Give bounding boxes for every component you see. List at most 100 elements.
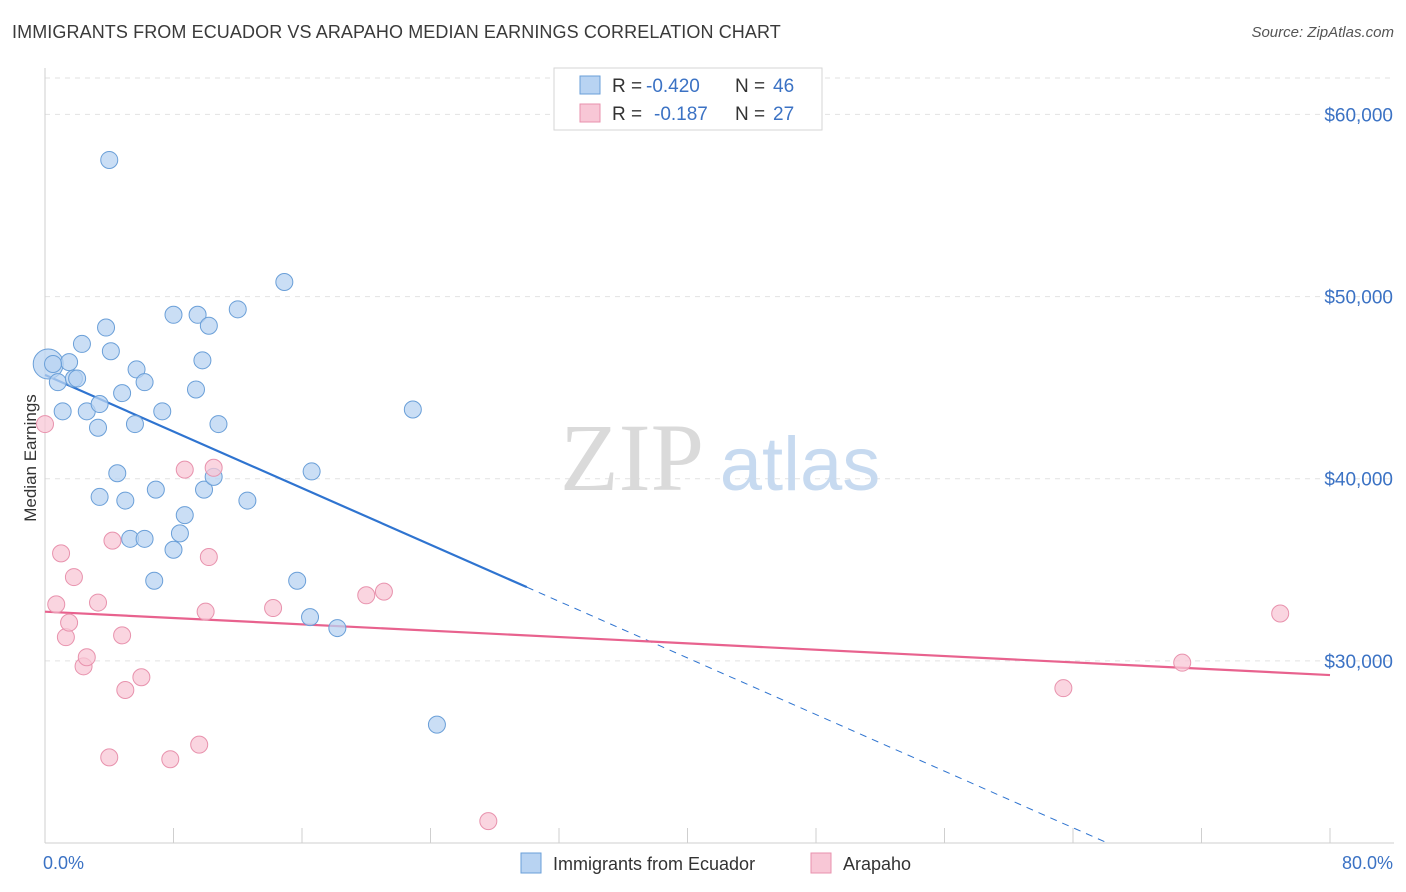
axis-layer: $30,000 $40,000 $50,000 $60,000 0.0% 80.0% [43, 68, 1394, 873]
legend-bottom-label-series2: Arapaho [843, 854, 911, 874]
point-ecuador [186, 380, 205, 399]
legend-bottom: Immigrants from Ecuador Arapaho [520, 852, 911, 874]
point-ecuador [175, 506, 194, 525]
point-ecuador [145, 571, 164, 590]
point-arapaho [264, 599, 283, 618]
point-arapaho [103, 531, 122, 550]
x-tick-label-min: 0.0% [43, 853, 84, 873]
point-ecuador [403, 400, 422, 419]
point-ecuador [209, 415, 228, 434]
legend-top: R = -0.420 N = 46 R = -0.187 N = 27 [553, 67, 823, 131]
point-ecuador [164, 305, 183, 324]
trend-line-ecuador [44, 373, 528, 589]
point-arapaho [116, 681, 135, 699]
point-ecuador [108, 464, 127, 483]
legend-swatch-series1 [579, 75, 601, 95]
legend-r-label-1: R = [612, 76, 642, 97]
x-tick-label-max: 80.0% [1342, 853, 1393, 873]
point-arapaho [190, 735, 209, 754]
legend-bottom-swatch-series1 [520, 852, 542, 874]
point-arapaho [36, 415, 54, 434]
point-ecuador [48, 373, 67, 392]
y-tick-label: $30,000 [1324, 652, 1393, 673]
legend-r-label-2: R = [612, 104, 642, 125]
point-arapaho [77, 648, 96, 667]
y-tick-label: $40,000 [1324, 470, 1393, 491]
point-arapaho [1173, 653, 1192, 672]
point-ecuador [89, 418, 108, 437]
point-ecuador [97, 318, 116, 337]
point-arapaho [175, 460, 194, 479]
points-layer [32, 150, 1290, 831]
point-arapaho [196, 602, 215, 621]
legend-bottom-swatch-series2 [810, 852, 832, 874]
trend-line-ecuador-extension [526, 586, 1106, 843]
legend-n-value-2: 27 [773, 104, 794, 125]
point-ecuador [427, 715, 446, 734]
point-arapaho [64, 568, 83, 587]
point-ecuador [328, 619, 347, 638]
watermark-zip: ZIP [560, 404, 704, 511]
point-arapaho [374, 582, 393, 601]
point-ecuador [199, 316, 218, 335]
point-arapaho [161, 750, 180, 769]
legend-n-value-1: 46 [773, 76, 794, 97]
y-axis-title: Median Earnings [21, 394, 40, 522]
legend-r-value-2: -0.187 [654, 104, 708, 125]
trend-layer [44, 373, 1331, 843]
point-arapaho [1054, 679, 1073, 698]
point-arapaho [204, 458, 223, 477]
point-ecuador [135, 373, 154, 392]
point-ecuador [153, 402, 172, 421]
point-ecuador [101, 342, 120, 361]
point-arapaho [52, 544, 71, 563]
point-arapaho [56, 628, 75, 647]
point-ecuador [228, 300, 247, 319]
point-ecuador [164, 540, 183, 559]
point-ecuador [72, 334, 91, 353]
point-ecuador [68, 369, 87, 388]
point-ecuador [125, 415, 144, 434]
point-arapaho [199, 548, 218, 567]
point-arapaho [113, 626, 132, 645]
point-ecuador [90, 487, 109, 506]
legend-n-label-1: N = [735, 76, 765, 97]
watermark: ZIP atlas [560, 404, 880, 511]
point-ecuador [188, 305, 207, 324]
legend-n-label-2: N = [735, 104, 765, 125]
point-ecuador [100, 150, 119, 169]
point-ecuador [135, 529, 154, 548]
point-arapaho [1271, 604, 1290, 623]
point-ecuador [302, 462, 321, 481]
point-ecuador [116, 491, 135, 510]
point-ecuador [275, 273, 294, 291]
watermark-atlas: atlas [720, 422, 881, 507]
y-tick-label: $50,000 [1324, 288, 1393, 309]
point-arapaho [479, 812, 498, 831]
point-ecuador [288, 571, 307, 590]
point-arapaho [100, 748, 119, 767]
point-arapaho [60, 613, 79, 632]
point-arapaho [132, 668, 151, 687]
point-ecuador [44, 354, 63, 373]
legend-r-value-1: -0.420 [646, 76, 700, 97]
grid-layer [45, 77, 1394, 662]
chart-title: IMMIGRANTS FROM ECUADOR VS ARAPAHO MEDIA… [12, 22, 781, 42]
point-ecuador [113, 384, 132, 403]
point-ecuador [170, 524, 189, 543]
point-ecuador [146, 480, 165, 499]
chart-source: Source: ZipAtlas.com [1251, 24, 1394, 41]
trend-line-arapaho [44, 610, 1331, 677]
legend-bottom-label-series1: Immigrants from Ecuador [553, 854, 755, 874]
y-tick-label: $60,000 [1324, 105, 1393, 126]
point-ecuador [193, 351, 212, 370]
point-ecuador [301, 608, 320, 627]
point-ecuador [195, 480, 214, 499]
point-arapaho [357, 586, 376, 605]
point-ecuador [127, 360, 146, 379]
point-arapaho [89, 593, 108, 612]
point-ecuador [238, 491, 257, 510]
point-arapaho [47, 595, 66, 614]
